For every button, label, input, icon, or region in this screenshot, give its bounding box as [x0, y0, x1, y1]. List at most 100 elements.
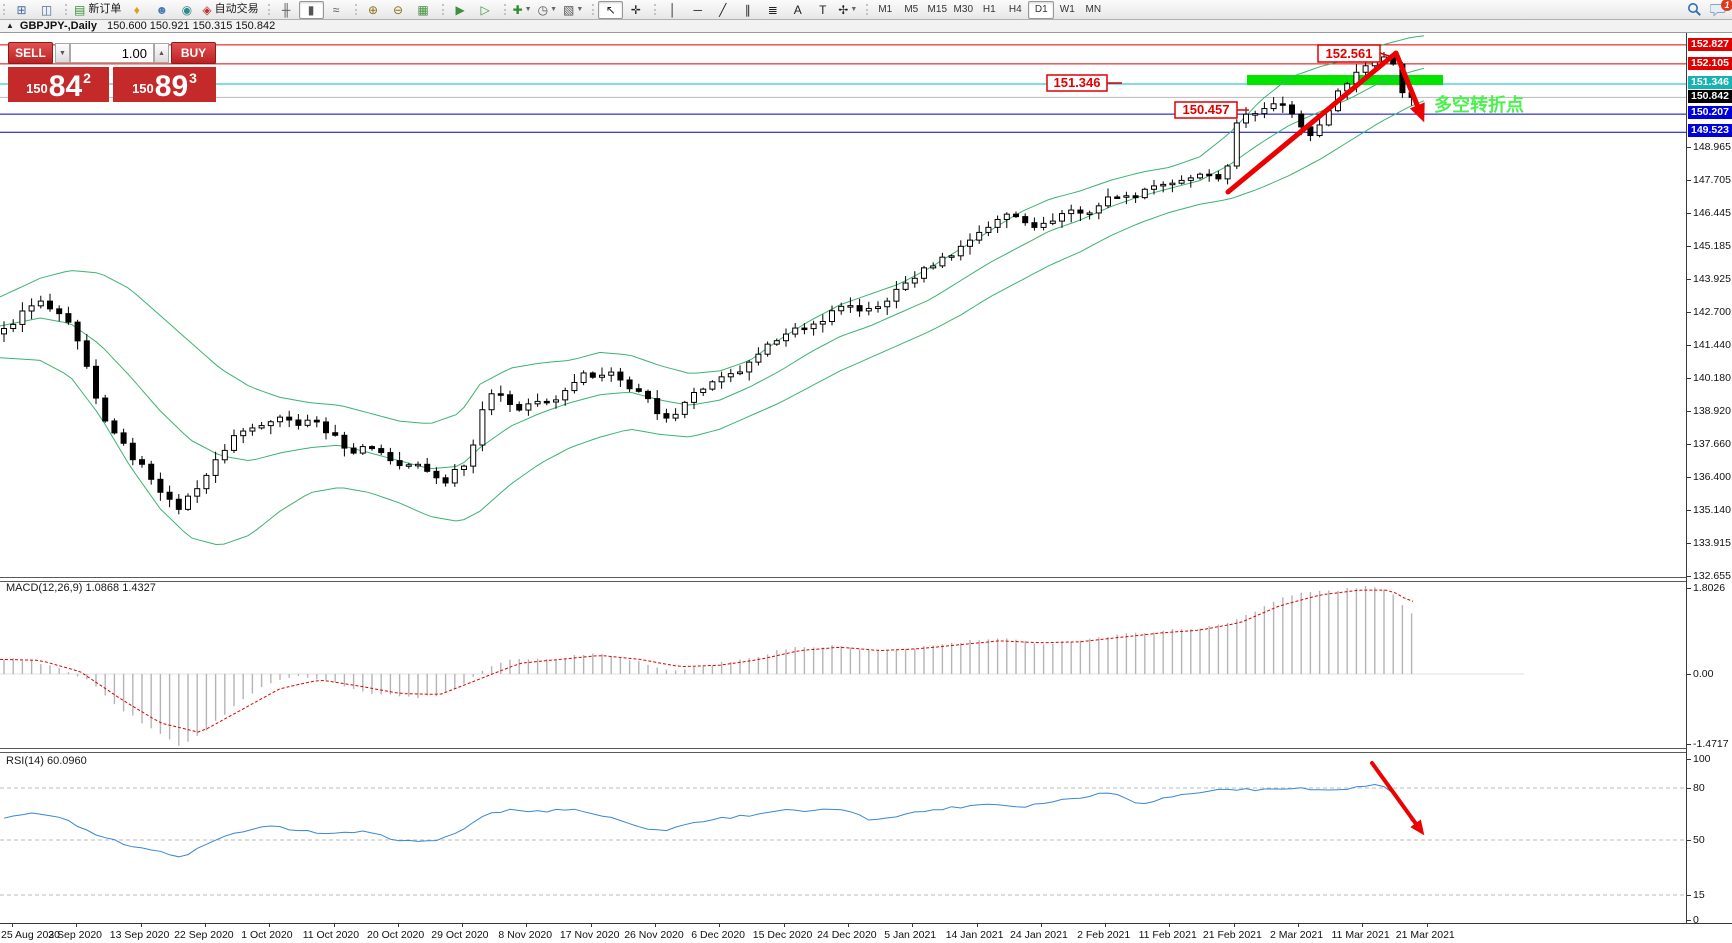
price-tick-label: 140.180 — [1687, 372, 1731, 384]
volume-increase-button[interactable]: ▲ — [154, 43, 169, 63]
price-tick-label: 50 — [1687, 834, 1705, 846]
zoom-out-button[interactable]: ⊖ — [386, 1, 411, 19]
price-tick-label: 147.705 — [1687, 174, 1731, 186]
time-tick — [590, 924, 592, 927]
broadcast-button[interactable]: ◉ — [174, 1, 199, 19]
channel-button[interactable]: ∥ — [735, 1, 760, 19]
turning-point-annotation: 多空转折点 — [1434, 94, 1524, 115]
arrows-button[interactable]: ✢ ▼ — [835, 1, 860, 19]
time-tick-label: 2 Feb 2021 — [1077, 929, 1131, 941]
time-tick — [1233, 924, 1235, 927]
metaeditor-button[interactable]: ♦ — [124, 1, 149, 19]
sell-button[interactable]: SELL — [8, 42, 53, 64]
volume-decrease-button[interactable]: ▼ — [55, 43, 70, 63]
timeframe-m15-button[interactable]: M15 — [927, 4, 947, 15]
time-tick-label: 25 Aug 2020 — [1, 929, 60, 941]
volume-input[interactable] — [70, 43, 154, 63]
text-icon: A — [793, 2, 802, 17]
vertical-line-icon: │ — [669, 2, 677, 17]
crosshair-button[interactable]: ✛ — [623, 1, 648, 19]
one-click-trading-panel: SELL ▼ ▲ BUY 150 84 2 150 89 3 — [8, 42, 216, 102]
bar-chart-mode-button[interactable]: ╫ — [274, 1, 299, 19]
text-button[interactable]: A — [785, 1, 810, 19]
periods-button[interactable]: ◷ ▼ — [535, 1, 560, 19]
time-scale[interactable]: 25 Aug 2020 3 Sep 2020 13 Sep 2020 22 Sep 2… — [0, 923, 1732, 943]
zoom-in-button[interactable]: ⊕ — [361, 1, 386, 19]
time-tick-label: 5 Jan 2021 — [884, 929, 937, 941]
profiles-button[interactable]: ◫ — [34, 1, 59, 19]
sell-price-display[interactable]: 150 84 2 — [8, 67, 109, 102]
time-tick — [269, 924, 271, 927]
line-chart-mode-button[interactable]: ≈ — [324, 1, 349, 19]
main-price-chart[interactable]: 152.561 151.346 150.457 多空转折点 — [0, 32, 1686, 577]
time-tick — [140, 924, 142, 927]
chart-shift-button[interactable]: ▷ — [473, 1, 498, 19]
svg-text:150.457: 150.457 — [1183, 102, 1230, 117]
buy-button[interactable]: BUY — [171, 42, 216, 64]
vertical-line-button[interactable]: │ — [660, 1, 685, 19]
timeframe-h1-button[interactable]: H1 — [982, 4, 996, 15]
time-tick — [847, 924, 849, 927]
crosshair-icon: ✛ — [630, 2, 641, 17]
tile-windows-button[interactable]: ▦ — [411, 1, 436, 19]
horizontal-line-button[interactable]: ─ — [685, 1, 710, 19]
price-tick-label: 138.920 — [1687, 405, 1731, 417]
chevron-down-icon: ▼ — [576, 6, 584, 13]
price-tick-label: 100 — [1687, 753, 1711, 765]
templates-button[interactable]: ▧ ▼ — [560, 1, 586, 19]
timeframe-h4-button[interactable]: H4 — [1008, 4, 1022, 15]
time-tick-label: 13 Sep 2020 — [109, 929, 170, 941]
pane-separator-macd[interactable] — [0, 577, 1732, 582]
time-tick — [655, 924, 656, 927]
periods-icon: ◷ — [537, 2, 549, 17]
macd-indicator-pane[interactable] — [0, 580, 1686, 748]
macd-label: MACD(12,26,9) 1.0868 1.4327 — [6, 582, 156, 594]
price-tick-label: -1.4717 — [1687, 738, 1729, 750]
indicators-button[interactable]: ✚ ▼ — [510, 1, 535, 19]
candlestick-mode-button[interactable]: ▮ — [298, 0, 324, 19]
price-tick-label: 15 — [1687, 889, 1705, 901]
profiles-icon: ◫ — [40, 2, 53, 17]
new-order-icon: ▤ — [74, 2, 86, 17]
timeframe-m30-button[interactable]: M30 — [953, 4, 973, 15]
notifications-icon[interactable]: 1 — [1710, 0, 1732, 17]
autoscroll-button[interactable]: ▶ — [448, 1, 473, 19]
bar-chart-mode-icon: ╫ — [281, 2, 291, 17]
buy-price-display[interactable]: 150 89 3 — [113, 67, 216, 102]
notification-count-badge: 1 — [1721, 0, 1732, 11]
cursor-button[interactable]: ↖ — [598, 0, 624, 19]
collapse-chart-icon[interactable]: ▲ — [6, 21, 14, 30]
price-scale[interactable]: 148.965 147.705 146.445 145.185 143.925 142.7… — [1686, 32, 1732, 926]
new-chart-button[interactable]: ⊞ — [9, 1, 34, 19]
trendline-button[interactable]: ╱ — [710, 1, 735, 19]
fibonacci-icon: ≣ — [767, 2, 778, 17]
cursor-icon: ↖ — [605, 2, 616, 17]
time-tick — [1426, 924, 1428, 927]
price-level-badge: 151.346 — [1688, 76, 1732, 89]
timeframe-mn-button[interactable]: MN — [1085, 4, 1102, 15]
text-label-button[interactable]: T — [810, 1, 835, 19]
rsi-indicator-pane[interactable] — [0, 751, 1686, 922]
tile-windows-icon: ▦ — [417, 2, 429, 17]
autotrading-button[interactable]: ◈ 自动交易 — [202, 2, 259, 17]
autoscroll-icon: ▶ — [455, 2, 465, 17]
price-tick-label: 142.700 — [1687, 306, 1731, 318]
timeframe-d1-button[interactable]: D1 — [1028, 0, 1055, 19]
channel-icon: ∥ — [744, 2, 751, 17]
new-order-button[interactable]: ▤ 新订单 — [74, 2, 122, 17]
timeframe-m5-button[interactable]: M5 — [904, 4, 919, 15]
price-tick-label: 137.660 — [1687, 438, 1731, 450]
timeframe-m1-button[interactable]: M1 — [878, 4, 893, 15]
search-icon[interactable] — [1687, 2, 1702, 17]
community-button[interactable]: ☻ — [149, 1, 174, 19]
price-level-badge: 150.842 — [1688, 90, 1732, 103]
horizontal-line-icon: ─ — [693, 2, 703, 17]
fibonacci-button[interactable]: ≣ — [760, 1, 785, 19]
pane-separator-rsi[interactable] — [0, 748, 1732, 753]
timeframe-w1-button[interactable]: W1 — [1059, 4, 1075, 15]
time-tick-label: 26 Nov 2020 — [624, 929, 684, 941]
price-level-badge: 149.523 — [1688, 124, 1732, 137]
price-tick-label: 141.440 — [1687, 339, 1731, 351]
chevron-down-icon: ▼ — [524, 6, 532, 13]
time-tick-label: 6 Dec 2020 — [691, 929, 746, 941]
